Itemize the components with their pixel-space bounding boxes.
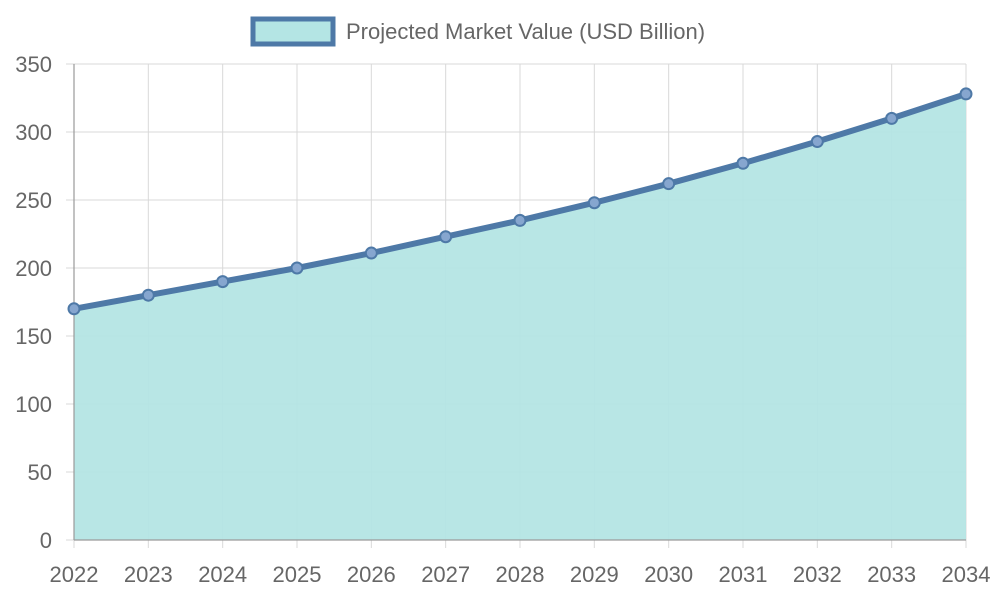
x-tick-label: 2023 — [124, 562, 173, 587]
data-point[interactable] — [216, 275, 230, 289]
series-layer — [67, 87, 973, 316]
data-point[interactable] — [587, 196, 601, 210]
data-point[interactable] — [141, 288, 155, 302]
data-point[interactable] — [513, 213, 527, 227]
data-point[interactable] — [439, 230, 453, 244]
x-tick-label: 2024 — [198, 562, 247, 587]
x-tick-label: 2031 — [719, 562, 768, 587]
y-tick-label: 100 — [15, 392, 52, 417]
data-point[interactable] — [885, 111, 899, 125]
x-tick-label: 2027 — [421, 562, 470, 587]
y-tick-label: 200 — [15, 256, 52, 281]
x-tick-label: 2028 — [496, 562, 545, 587]
x-tick-label: 2022 — [50, 562, 99, 587]
x-tick-label: 2034 — [942, 562, 991, 587]
x-tick-label: 2033 — [867, 562, 916, 587]
x-tick-label: 2025 — [273, 562, 322, 587]
area-fill — [74, 93, 966, 541]
x-tick-label: 2032 — [793, 562, 842, 587]
x-tick-label: 2026 — [347, 562, 396, 587]
data-point[interactable] — [810, 135, 824, 149]
axes — [73, 64, 966, 541]
y-tick-label: 0 — [40, 528, 52, 553]
y-tick-label: 300 — [15, 120, 52, 145]
data-point[interactable] — [662, 177, 676, 191]
legend-swatch[interactable] — [250, 16, 336, 47]
y-tick-label: 150 — [15, 324, 52, 349]
legend[interactable]: Projected Market Value (USD Billion) — [250, 16, 705, 47]
area-layer — [74, 93, 966, 541]
data-point[interactable] — [736, 156, 750, 170]
y-tick-label: 350 — [15, 52, 52, 77]
data-point[interactable] — [364, 246, 378, 260]
legend-label[interactable]: Projected Market Value (USD Billion) — [346, 19, 705, 44]
data-point[interactable] — [67, 302, 81, 316]
data-point[interactable] — [290, 261, 304, 275]
x-tick-label: 2029 — [570, 562, 619, 587]
data-point[interactable] — [959, 87, 973, 101]
y-tick-label: 50 — [28, 460, 52, 485]
y-tick-label: 250 — [15, 188, 52, 213]
x-tick-label: 2030 — [644, 562, 693, 587]
tick-labels: 0 50 100 150 200 250 300 350 2022 2023 2024 2025 202… — [15, 52, 990, 587]
